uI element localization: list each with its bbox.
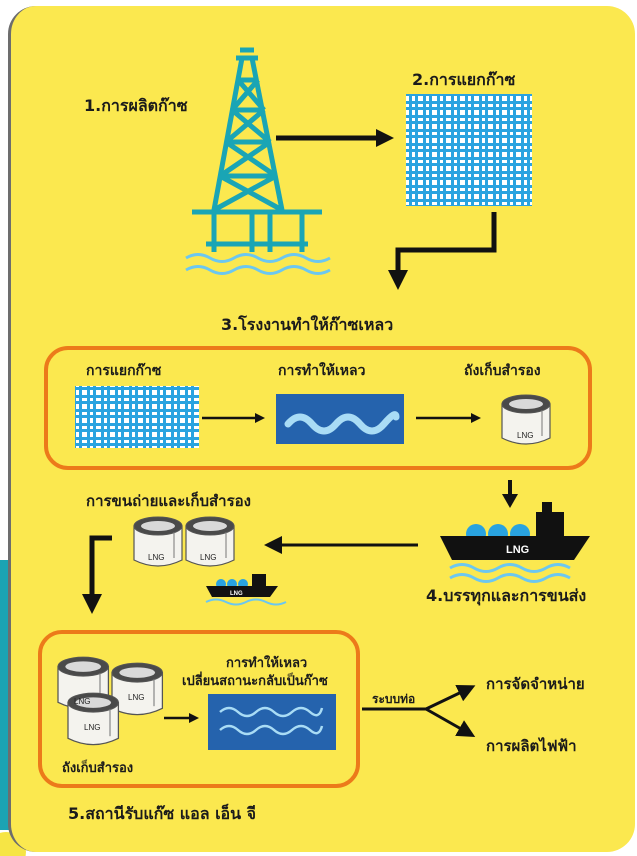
step3-label: 3.โรงงานทำให้ก๊าซเหลว: [221, 315, 394, 334]
unloading-tank-2-text: LNG: [200, 553, 216, 562]
unloading-tank-1-text: LNG: [148, 553, 164, 562]
box-liquefy-label: การทำให้เหลว: [278, 363, 366, 379]
power-generation-label: การผลิตไฟฟ้า: [486, 737, 577, 755]
box-storage-label: ถังเก็บสำรอง: [464, 363, 541, 379]
receiving-tank-2-icon: [111, 662, 164, 716]
regas-tank-icon: [208, 694, 336, 750]
regas-label-line2: เปลี่ยนสถานะกลับเป็นก๊าซ: [182, 674, 328, 689]
step5-label: 5.สถานีรับแก๊ซ แอล เอ็น จี: [68, 804, 257, 823]
pipeline-label: ระบบท่อ: [372, 692, 416, 706]
regas-label-line1: การทำให้เหลว: [226, 656, 308, 671]
small-ship-icon: LNG: [206, 574, 278, 597]
sea-waves-icon: [185, 253, 331, 275]
small-ship-text: LNG: [230, 591, 243, 597]
separation-grid-icon: [406, 94, 532, 206]
unloading-label: การขนถ่ายและเก็บสำรอง: [86, 492, 251, 510]
receiving-tank-3-text: LNG: [84, 723, 100, 732]
receiving-storage-label: ถังเก็บสำรอง: [62, 761, 134, 776]
regas-wave-icon: [219, 706, 324, 736]
distribution-label: การจัดจำหน่าย: [486, 675, 585, 693]
receiving-tank-1-text: LNG: [74, 697, 90, 706]
step2-label: 2.การแยกก๊าซ: [412, 70, 516, 89]
drilling-rig-icon: [192, 47, 322, 252]
step4-label: 4.บรรทุกและการขนส่ง: [426, 586, 587, 605]
arrow-to-distribution: [425, 685, 476, 711]
arrow-to-receiving: [89, 535, 112, 596]
liquefaction-box: [44, 346, 592, 470]
receiving-terminal-box: [38, 630, 360, 788]
liquefy-wave-icon: [284, 411, 400, 435]
box-separation-grid-icon: [75, 386, 199, 448]
arrow-step2-step3: [395, 212, 497, 276]
lng-ship-icon: LNG: [440, 502, 590, 560]
receiving-tank-2-text: LNG: [128, 693, 144, 702]
ship-lng-text: LNG: [506, 544, 529, 556]
box-separation-label: การแยกก๊าซ: [86, 363, 162, 379]
ship-waves-icon: [449, 563, 571, 583]
arrow-step2-step3-head: [388, 270, 408, 290]
arrow-to-power: [425, 707, 476, 737]
step1-label: 1.การผลิตก๊าซ: [84, 96, 188, 115]
storage-tank-text: LNG: [517, 431, 533, 440]
